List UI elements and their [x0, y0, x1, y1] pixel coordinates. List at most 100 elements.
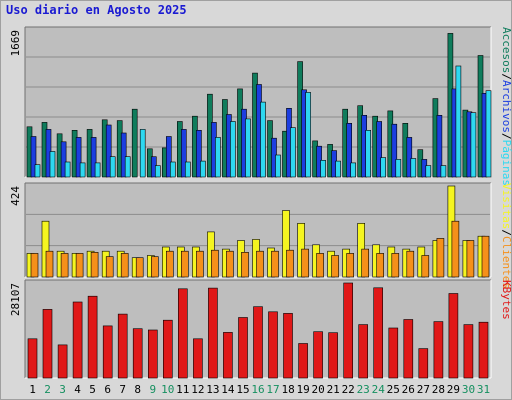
bar-pginas-day-23: [365, 130, 372, 178]
bar-clientes-day-19: [301, 248, 309, 278]
legend-hits: Accesos/Archivos/Páginas: [500, 27, 512, 186]
bar-pginas-day-31: [485, 90, 492, 178]
x-tick-label-day-9: 9: [149, 383, 156, 396]
bar-pginas-day-9: [155, 165, 161, 178]
x-tick-label-day-21: 21: [327, 383, 340, 396]
x-tick-label-day-20: 20: [311, 383, 324, 396]
legend-item: Páginas: [500, 140, 512, 186]
bar-pginas-day-24: [380, 157, 387, 178]
bar-clientes-day-11: [181, 250, 189, 278]
bar-archivos-day-1: [30, 136, 37, 178]
bar-kbytes-day-5: [87, 295, 98, 379]
x-tick-label-day-10: 10: [161, 383, 174, 396]
bar-clientes-day-26: [406, 250, 415, 278]
bar-archivos-day-10: [166, 136, 172, 178]
bar-pginas-day-3: [64, 161, 71, 178]
bar-clientes-day-5: [90, 252, 99, 278]
x-tick-label-day-29: 29: [447, 383, 460, 396]
bar-clientes-day-21: [331, 255, 339, 278]
bar-archivos-day-5: [90, 137, 97, 178]
bar-kbytes-day-18: [283, 313, 293, 379]
bar-clientes-day-13: [211, 249, 219, 278]
bar-archivos-day-4: [75, 137, 82, 178]
legend-kbytes: KBytes: [500, 280, 512, 320]
bar-visitas-day-18: [282, 210, 290, 278]
bar-kbytes-day-21: [328, 332, 338, 379]
legend-item: KBytes: [500, 280, 512, 320]
bar-kbytes-day-15: [238, 317, 248, 379]
bar-pginas-day-18: [290, 127, 296, 178]
bar-kbytes-day-30: [463, 324, 474, 379]
bar-clientes-day-8: [135, 257, 144, 278]
x-tick-label-day-27: 27: [417, 383, 430, 396]
panel-hits: 1669 Accesos/Archivos/Páginas: [9, 26, 512, 186]
bar-kbytes-day-1: [27, 338, 38, 379]
bar-kbytes-day-8: [132, 328, 143, 379]
bar-kbytes-day-28: [433, 321, 444, 379]
x-tick-label-day-16: 16: [251, 383, 264, 396]
x-tick-label-day-19: 19: [296, 383, 309, 396]
bar-pginas-day-1: [34, 164, 41, 178]
bar-pginas-day-26: [410, 158, 417, 178]
bar-clientes-day-12: [196, 250, 204, 278]
x-tick-label-day-2: 2: [44, 383, 51, 396]
bar-clientes-day-25: [391, 253, 400, 278]
bar-pginas-day-6: [109, 156, 116, 178]
x-tick-label-day-18: 18: [281, 383, 294, 396]
bar-kbytes-day-16: [253, 306, 263, 379]
bar-pginas-day-16: [260, 101, 266, 178]
bar-kbytes-day-2: [42, 309, 53, 379]
bar-clientes-day-17: [271, 250, 279, 278]
bar-clientes-day-2: [45, 250, 54, 278]
legend-item: Accesos: [500, 27, 512, 73]
bar-kbytes-day-31: [478, 321, 489, 379]
bar-clientes-day-1: [30, 253, 39, 278]
y-max-label-hits: 1669: [9, 30, 22, 57]
chart-title: Uso diario en Agosto 2025: [6, 3, 187, 17]
y-max-label-kbytes: 28107: [9, 283, 22, 316]
bar-clientes-day-9: [151, 256, 159, 278]
x-tick-label-day-4: 4: [74, 383, 81, 396]
x-tick-label-day-8: 8: [134, 383, 141, 396]
bar-pginas-day-21: [335, 160, 341, 178]
bar-pginas-day-5: [94, 162, 101, 178]
legend-item: Visitas: [500, 183, 512, 229]
x-tick-label-day-24: 24: [372, 383, 386, 396]
x-tick-label-day-11: 11: [176, 383, 189, 396]
bar-clientes-day-7: [120, 253, 129, 278]
bar-pginas-day-28: [440, 165, 447, 178]
bar-pginas-day-14: [230, 121, 236, 178]
bar-clientes-day-27: [421, 255, 430, 278]
bar-archivos-day-11: [181, 129, 187, 178]
bar-kbytes-day-3: [57, 344, 68, 379]
bar-pginas-day-27: [425, 165, 432, 178]
bar-clientes-day-23: [361, 248, 370, 278]
bar-pginas-day-13: [215, 137, 221, 178]
bar-clientes-day-4: [75, 253, 84, 278]
x-tick-label-day-25: 25: [387, 383, 400, 396]
bar-archivos-day-12: [196, 130, 202, 178]
bar-clientes-day-6: [105, 256, 114, 278]
x-tick-label-day-30: 30: [462, 383, 475, 396]
x-tick-label-day-7: 7: [119, 383, 126, 396]
legend-item: /: [500, 229, 512, 236]
x-tick-label-day-6: 6: [104, 383, 111, 396]
bar-clientes-day-31: [481, 235, 490, 278]
bar-pginas-day-8: [139, 129, 146, 178]
x-tick-label-day-22: 22: [342, 383, 355, 396]
bar-kbytes-day-17: [268, 311, 278, 379]
bar-archivos-day-26: [406, 137, 413, 178]
bar-pginas-day-15: [245, 118, 251, 178]
bar-kbytes-day-6: [102, 325, 113, 379]
bar-pginas-day-11: [185, 161, 191, 178]
bar-kbytes-day-11: [178, 288, 188, 379]
legend-item: /: [500, 133, 512, 140]
bar-kbytes-day-29: [448, 293, 459, 379]
bar-kbytes-day-19: [298, 343, 308, 379]
bar-clientes-day-20: [316, 253, 324, 278]
panel-kbytes: 28107 KBytes: [9, 279, 512, 379]
bar-archivos-day-24: [376, 121, 383, 178]
bar-kbytes-day-27: [418, 348, 429, 379]
bar-kbytes-day-20: [313, 331, 323, 379]
bar-archivos-day-28: [436, 115, 443, 178]
